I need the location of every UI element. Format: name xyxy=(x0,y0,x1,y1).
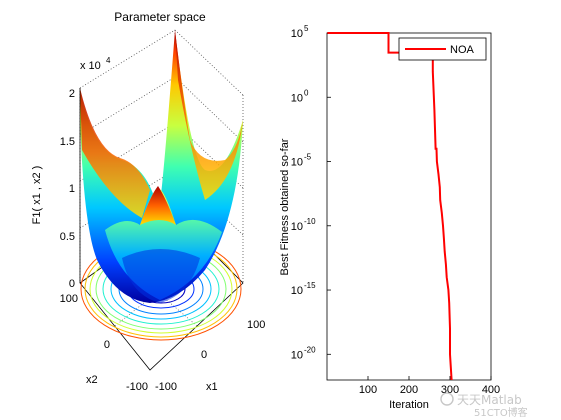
y-axis-label: Best Fitness obtained so-far xyxy=(279,138,291,275)
y-tick-exponent: -15 xyxy=(304,281,316,290)
y-tick-label: 10 xyxy=(291,28,303,40)
z-tick-label: 2 xyxy=(69,88,75,100)
x2-tick-label: -100 xyxy=(126,381,148,393)
z-ticks: 0 0.5 1 1.5 2 xyxy=(60,88,75,290)
x-axis-label: Iteration xyxy=(389,399,429,411)
x1-tick-label: 100 xyxy=(247,319,265,331)
x-tick-label: 100 xyxy=(359,384,377,396)
z-exponent-power: 4 xyxy=(106,56,111,65)
y-tick-label: 10 xyxy=(291,349,303,361)
y-tick-label: 10 xyxy=(291,221,303,233)
legend-label: NOA xyxy=(450,44,475,56)
legend: NOA xyxy=(398,37,487,61)
x1-axis-label: x1 xyxy=(206,381,218,393)
x1-ticks: -100 0 100 xyxy=(155,319,265,393)
surface-plot: Parameter space xyxy=(31,10,265,393)
z-exponent-base: x 10 xyxy=(80,60,101,72)
x2-tick-label: 0 xyxy=(104,339,110,351)
watermark-text: 天天Matlab xyxy=(457,393,522,407)
x2-tick-label: 100 xyxy=(60,293,78,305)
y-tick-exponent: -20 xyxy=(304,345,316,354)
noa-series-line xyxy=(327,32,453,381)
y-tick-label: 10 xyxy=(291,92,303,104)
y-tick-exponent: 5 xyxy=(304,24,309,33)
y-tick-exponent: -5 xyxy=(304,153,312,162)
y-tick-label: 10 xyxy=(291,157,303,169)
surface-title: Parameter space xyxy=(114,10,206,24)
x1-tick-label: -100 xyxy=(155,381,177,393)
x-tick-label: 400 xyxy=(482,384,500,396)
z-tick-label: 0 xyxy=(69,278,75,290)
x2-axis-label: x2 xyxy=(86,374,98,386)
plot-area xyxy=(326,32,492,381)
x1-label: x1 xyxy=(206,381,218,393)
watermark: 天天Matlab 51CTO博客 xyxy=(440,392,528,419)
x1-tick-label: 0 xyxy=(201,349,207,361)
z-axis-label: F1( x1 , x2 ) xyxy=(31,166,43,225)
watermark-logo-icon xyxy=(440,392,454,406)
watermark-sub: 51CTO博客 xyxy=(474,406,528,419)
y-tick-label: 10 xyxy=(291,285,303,297)
z-tick-label: 1 xyxy=(69,183,75,195)
y-tick-exponent: 0 xyxy=(304,88,309,97)
z-exponent: x 10 4 xyxy=(80,56,111,72)
x-tick-label: 200 xyxy=(400,384,418,396)
z-tick-label: 1.5 xyxy=(60,136,75,148)
z-tick-label: 0.5 xyxy=(60,231,75,243)
x2-label: x2 xyxy=(86,374,98,386)
x2-ticks: 100 0 -100 xyxy=(60,293,148,393)
surface-mesh xyxy=(80,30,243,303)
y-tick-exponent: -10 xyxy=(304,217,316,226)
x-tick-group: 100 200 300 400 xyxy=(359,376,500,396)
